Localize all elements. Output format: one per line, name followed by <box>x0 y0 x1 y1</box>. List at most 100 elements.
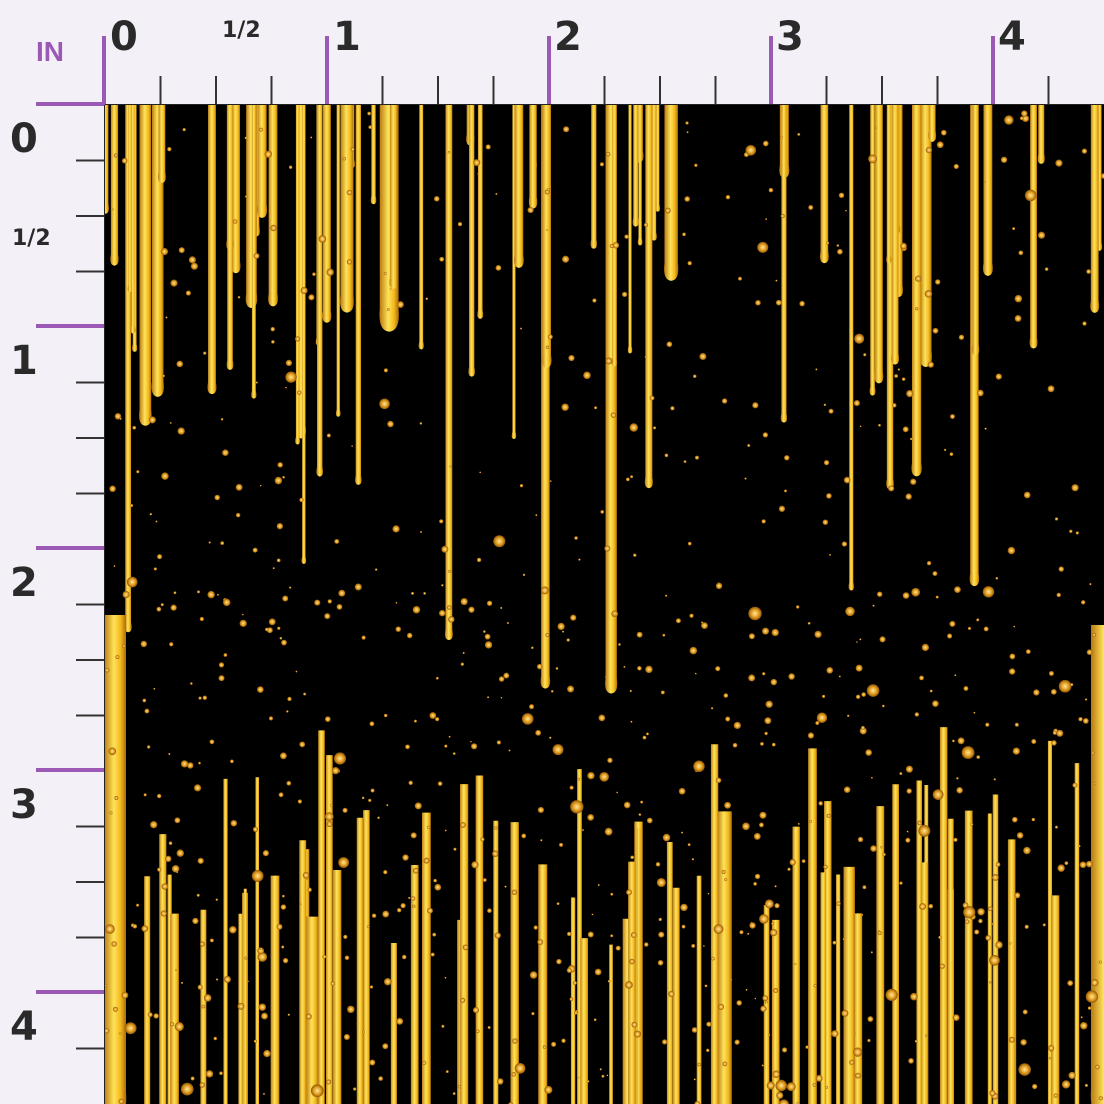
glitter-dot <box>143 793 147 797</box>
glitter-dot <box>508 749 511 752</box>
glitter-dot <box>302 872 310 879</box>
glitter-dot <box>973 711 976 714</box>
glitter-dot <box>721 870 726 874</box>
gold-drip <box>528 105 538 209</box>
gold-drip <box>514 105 524 268</box>
glitter-dot <box>646 732 649 736</box>
glitter-dot <box>484 633 491 640</box>
glitter-dot <box>1009 668 1016 675</box>
glitter-dot <box>333 752 347 765</box>
glitter-dot <box>859 638 862 641</box>
glitter-dot <box>605 357 613 365</box>
glitter-dot <box>649 395 655 401</box>
glitter-dot <box>535 514 538 517</box>
glitter-dot <box>276 923 283 930</box>
glitter-dot <box>1008 1036 1015 1043</box>
glitter-dot <box>762 672 766 676</box>
glitter-dot <box>299 497 304 503</box>
glitter-dot <box>657 959 664 966</box>
glitter-dot <box>736 1000 742 1006</box>
glitter-dot <box>324 716 331 722</box>
glitter-dot <box>438 609 446 617</box>
glitter-dot <box>130 504 134 508</box>
gold-drip <box>874 105 884 384</box>
glitter-dot <box>498 676 505 682</box>
glitter-dot <box>420 530 423 534</box>
glitter-dot <box>778 505 786 512</box>
glitter-dot <box>1082 718 1089 724</box>
glitter-dot <box>748 633 755 640</box>
glitter-dot <box>897 368 901 371</box>
glitter-dot <box>1018 250 1024 256</box>
glitter-dot <box>605 151 611 157</box>
glitter-dot <box>604 545 611 552</box>
glitter-dot <box>527 206 534 214</box>
gold-drip <box>110 105 119 266</box>
glitter-dot <box>118 1032 122 1035</box>
glitter-dot <box>805 1045 809 1049</box>
glitter-dot <box>282 894 285 898</box>
glitter-dot <box>694 1100 701 1104</box>
glitter-dot <box>859 425 862 428</box>
glitter-dot <box>282 957 289 964</box>
glitter-dot <box>1056 729 1064 737</box>
gold-drip <box>159 834 167 1104</box>
glitter-dot <box>570 614 577 621</box>
glitter-dot <box>813 984 817 988</box>
glitter-dot <box>879 636 886 643</box>
glitter-dot <box>586 1080 590 1083</box>
glitter-dot <box>910 992 918 1001</box>
glitter-dot <box>549 736 552 739</box>
glitter-dot <box>829 553 831 556</box>
glitter-dot <box>410 896 416 901</box>
glitter-dot <box>629 423 638 432</box>
gold-drip <box>356 817 364 1104</box>
glitter-dot <box>668 990 675 998</box>
glitter-dot <box>411 591 415 595</box>
glitter-dot <box>911 587 921 597</box>
gold-drip <box>939 727 948 1104</box>
glitter-dot <box>209 739 215 745</box>
glitter-dot <box>568 354 575 362</box>
glitter-dot <box>396 907 402 913</box>
glitter-dot <box>915 275 922 282</box>
glitter-dot <box>156 793 162 799</box>
glitter-dot <box>577 777 580 781</box>
glitter-dot <box>768 1033 771 1037</box>
glitter-dot <box>910 478 917 485</box>
glitter-dot <box>842 938 845 941</box>
glitter-dot <box>771 742 776 747</box>
glitter-dot <box>815 368 818 371</box>
glitter-dot <box>655 862 661 867</box>
glitter-dot <box>1054 517 1059 521</box>
gold-drip <box>157 105 166 183</box>
glitter-dot <box>444 829 447 832</box>
glitter-dot <box>609 244 614 248</box>
glitter-dot <box>368 125 373 129</box>
glitter-dot <box>300 286 308 295</box>
gold-drip <box>632 105 639 227</box>
glitter-dot <box>162 374 165 378</box>
glitter-dot <box>482 878 487 882</box>
glitter-dot <box>558 842 564 847</box>
gold-drip <box>268 105 278 307</box>
glitter-dot <box>190 682 193 685</box>
glitter-dot <box>633 553 637 557</box>
glitter-dot <box>157 554 163 560</box>
glitter-dot <box>235 512 241 518</box>
gold-drip <box>390 942 397 1104</box>
glitter-dot <box>870 845 877 852</box>
gold-drip <box>418 105 424 350</box>
glitter-dot <box>711 956 715 961</box>
gold-drip <box>627 105 633 354</box>
glitter-dot <box>1093 782 1097 785</box>
glitter-dot <box>703 945 705 947</box>
gold-drip <box>664 105 679 281</box>
glitter-dot <box>495 192 498 195</box>
glitter-dot <box>457 221 463 227</box>
glitter-dot <box>1007 546 1016 555</box>
gold-drip <box>710 744 719 1104</box>
glitter-dot <box>215 978 219 981</box>
glitter-dot <box>604 827 613 836</box>
glitter-dot <box>552 744 564 756</box>
